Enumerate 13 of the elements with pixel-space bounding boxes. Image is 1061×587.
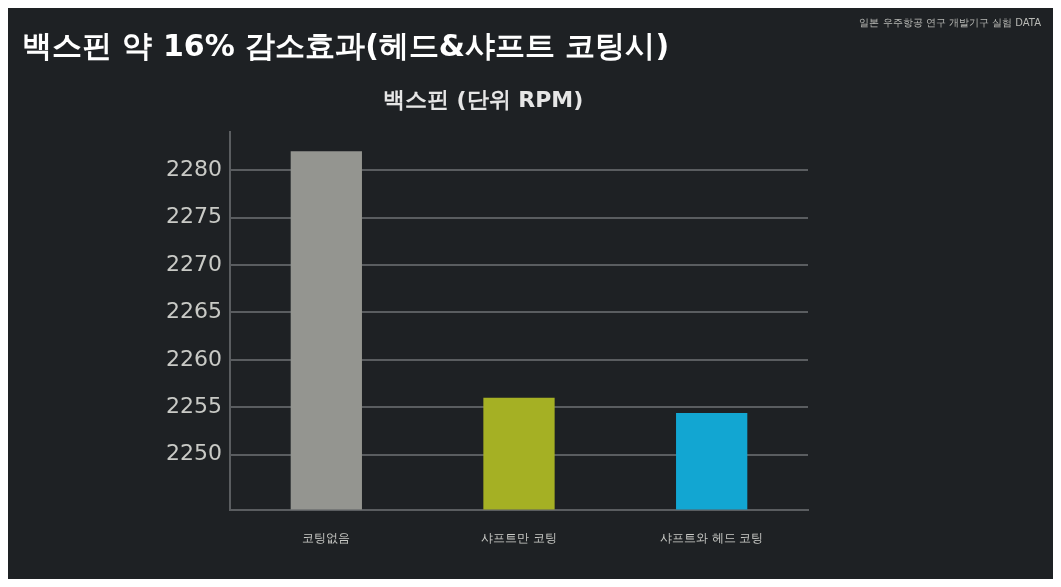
y-tick-label: 2270 — [165, 250, 222, 276]
text: 일본 우주항공 연구 개발기구 실험 DATA — [859, 16, 1041, 30]
chart-title: 백스핀 약 16% 감소효과(헤드&샤프트 코팅시) — [22, 27, 670, 65]
x-tick-label: 샤프트만 코팅 — [481, 530, 557, 545]
y-tick-label: 2255 — [165, 392, 222, 418]
y-tick-label: 2250 — [165, 440, 222, 466]
y-tick-label: 2280 — [165, 156, 222, 182]
chart-subtitle: 백스핀 (단위 RPM) — [382, 86, 584, 112]
y-tick-label: 2260 — [165, 345, 222, 371]
y-tick-label: 2275 — [165, 203, 222, 229]
x-tick-label: 코팅없음 — [302, 530, 351, 545]
x-tick-label: 샤프트와 헤드 코팅 — [659, 530, 764, 545]
y-tick-label: 2265 — [165, 298, 222, 324]
